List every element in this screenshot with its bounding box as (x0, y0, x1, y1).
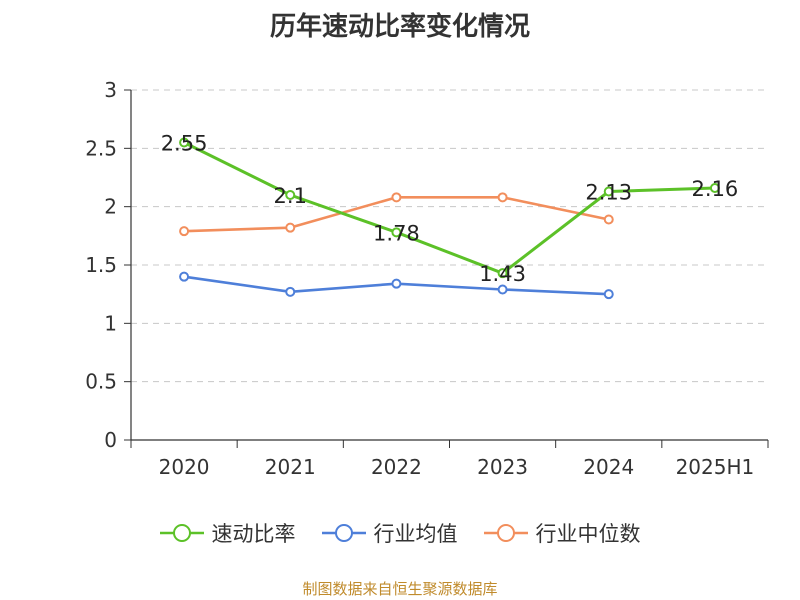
data-point (391, 227, 402, 238)
legend-label-quick-ratio: 速动比率 (211, 522, 296, 546)
label-layer: 2.55 2.1 1.78 1.43 2.13 2.16 (161, 132, 739, 287)
x-tick-label: 2024 (583, 455, 634, 479)
legend-label-industry-median: 行业中位数 (535, 522, 641, 546)
legend: 速动比率 行业均值 行业中位数 (0, 518, 800, 548)
data-point (285, 190, 296, 200)
data-point (497, 268, 508, 279)
data-point (179, 137, 190, 148)
y-tick-label: 1.5 (85, 253, 117, 277)
source-note: 制图数据来自恒生聚源数据库 (302, 580, 498, 598)
chart-title: 历年速动比率变化情况 (269, 12, 530, 42)
series-line (183, 141, 715, 275)
data-point (285, 286, 296, 297)
data-point (603, 214, 614, 225)
data-point (391, 192, 402, 203)
data-point (603, 289, 614, 300)
data-label: 1.78 (373, 221, 420, 245)
legend-marker-industry-mean (321, 524, 366, 542)
y-tick-label: 0.5 (85, 370, 117, 394)
y-tick-label: 1 (104, 311, 117, 335)
data-label: 1.43 (479, 262, 526, 286)
y-tick-label: 2 (104, 195, 117, 219)
data-label: 2.13 (585, 181, 632, 205)
data-point (179, 226, 190, 237)
data-point (497, 192, 508, 203)
legend-label-industry-mean: 行业均值 (373, 522, 458, 546)
x-tick-label: 2023 (477, 455, 528, 479)
series-layer (179, 137, 720, 300)
y-tick-label: 3 (104, 78, 117, 102)
data-point (391, 278, 402, 289)
legend-item-industry-mean[interactable]: 行业均值 (321, 518, 458, 548)
y-tick-label: 0 (104, 428, 117, 452)
data-label: 2.16 (692, 177, 739, 201)
grid-layer (131, 89, 768, 383)
x-tick-label: 2022 (371, 455, 422, 479)
x-tick-label: 2025H1 (676, 455, 755, 479)
data-label: 2.55 (161, 132, 208, 156)
legend-marker-quick-ratio (159, 524, 204, 542)
legend-item-quick-ratio[interactable]: 速动比率 (159, 518, 296, 548)
legend-item-industry-median[interactable]: 行业中位数 (483, 518, 641, 548)
data-point (285, 222, 296, 233)
legend-marker-industry-median (483, 524, 528, 542)
data-label: 2.1 (274, 184, 307, 208)
y-tick-label: 2.5 (85, 136, 117, 160)
data-point (603, 186, 614, 197)
x-tick-label: 2021 (265, 455, 316, 479)
data-point (179, 271, 190, 282)
x-tick-label: 2020 (159, 455, 210, 479)
axis-layer: 0 0.5 1 1.5 2 2.5 3 2020 2021 2022 2023 2024 2025H1 (85, 78, 769, 479)
data-point (497, 284, 508, 295)
data-point (709, 183, 720, 193)
